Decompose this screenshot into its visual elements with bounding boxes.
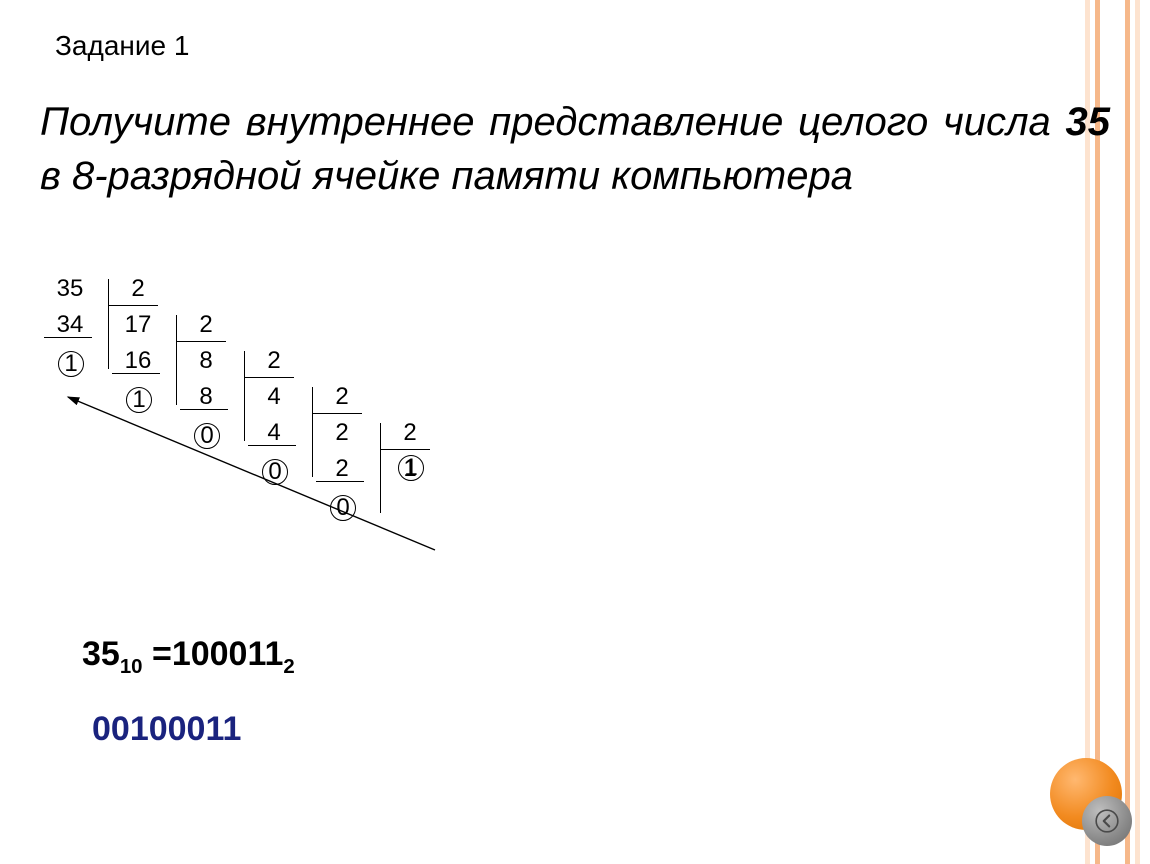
nav-back-button[interactable]	[1044, 758, 1132, 846]
stripe-outer-right	[1135, 0, 1140, 864]
read-direction-arrow	[50, 275, 510, 595]
division-cascade: 35217341281612480224021201	[50, 275, 510, 595]
task-label: Задание 1	[55, 30, 189, 62]
binary-8bit: 00100011	[92, 710, 241, 749]
back-icon-circle	[1082, 796, 1132, 846]
chevron-left-icon	[1094, 808, 1120, 834]
result-equation: 3510 =1000112	[82, 635, 295, 679]
task-text: Получите внутреннее представление целого…	[40, 95, 1110, 203]
stripe-inner-right	[1125, 0, 1130, 864]
